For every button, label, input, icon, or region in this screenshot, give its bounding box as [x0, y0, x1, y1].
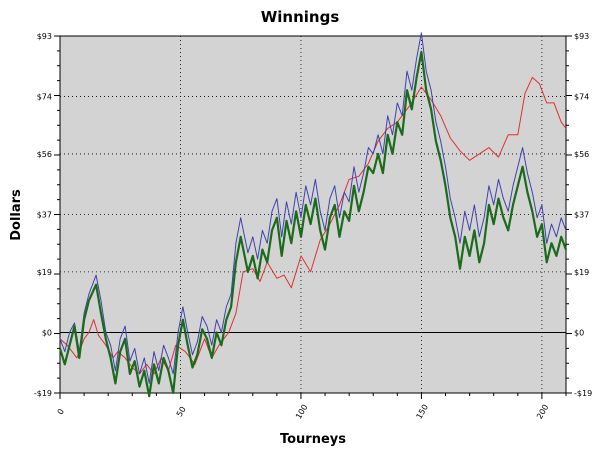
y-tick-label-right: $56 [574, 150, 589, 159]
y-tick-label-right: $0 [574, 328, 584, 337]
x-tick-label: 200 [535, 403, 550, 421]
y-tick-label-left: $37 [37, 211, 52, 220]
series-line-3 [58, 50, 568, 398]
y-tick-label-right: -$19 [574, 389, 592, 398]
y-axis-title: Dollars [9, 189, 24, 241]
x-axis-title: Tourneys [280, 432, 346, 447]
series-group [58, 32, 568, 398]
y-tick-label-left: -$19 [34, 389, 52, 398]
x-tick-label: 150 [415, 403, 430, 421]
x-tick-label: 0 [56, 407, 66, 416]
y-tick-label-right: $37 [574, 211, 589, 220]
y-tick-label-right: $74 [574, 93, 589, 102]
y-tick-label-right: $93 [574, 32, 589, 41]
y-tick-label-left: $0 [42, 328, 52, 337]
y-tick-label-left: $74 [37, 93, 52, 102]
y-tick-label-left: $93 [37, 32, 52, 41]
series-line-2 [59, 32, 567, 384]
chart-title: Winnings [261, 8, 340, 26]
x-tick-label: 50 [175, 405, 188, 418]
y-tick-label-left: $19 [37, 268, 52, 277]
axis-ticks [54, 35, 572, 399]
y-tick-label-left: $56 [37, 150, 52, 159]
x-tick-label: 100 [294, 403, 309, 421]
series-line-1 [59, 76, 567, 375]
y-tick-label-right: $19 [574, 268, 589, 277]
